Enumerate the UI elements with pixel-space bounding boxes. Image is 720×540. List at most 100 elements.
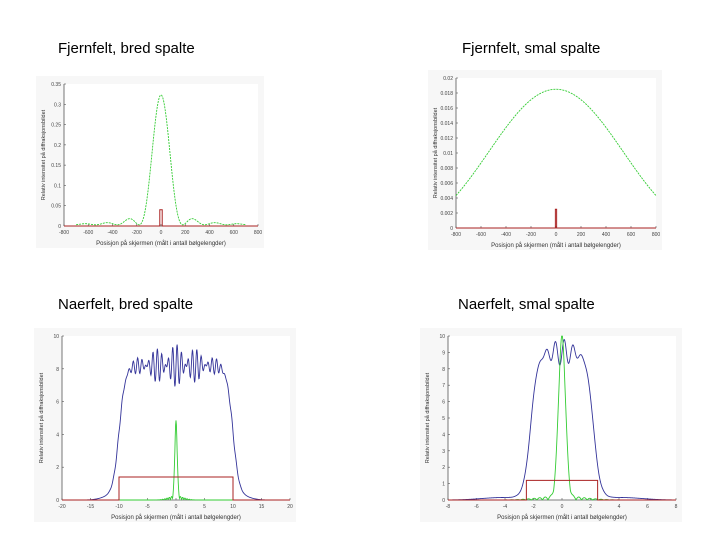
y-tick-label: 0.15 [51, 163, 61, 169]
y-axis-label: Relativ intensitet på diffraksjonsbildet [40, 109, 47, 200]
y-tick-label: 0.006 [440, 181, 453, 187]
x-tick-label: -10 [115, 504, 122, 510]
x-tick-label: -200 [526, 232, 536, 238]
chart-svg: -800 -600 -400 -200 0 200 400 600 800 0 0.002 0.004… [432, 76, 661, 249]
x-tick-label: -600 [83, 230, 93, 236]
y-tick-label: 7 [442, 383, 445, 389]
y-tick-label: 0.02 [443, 76, 453, 82]
chart-svg: -8 -6 -4 -2 0 2 4 6 8 0 1 2 3 4 5 6 7 8 9 10 Posisjon på skj… [424, 334, 678, 521]
x-tick-label: -600 [476, 232, 486, 238]
slit-aperture-line [456, 208, 656, 229]
y-tick-label: 0 [58, 224, 61, 230]
y-tick-label: 0.018 [440, 91, 453, 97]
x-tick-label: 0 [561, 504, 564, 510]
x-tick-label: 600 [627, 232, 636, 238]
y-tick-label: 0.008 [440, 166, 453, 172]
x-tick-label: 0 [160, 230, 163, 236]
chart-svg: -800 -600 -400 -200 0 200 400 600 800 0 0.05 0.1 0.1… [40, 82, 263, 247]
title-far-wide: Fjernfelt, bred spalte [58, 40, 195, 57]
slit-aperture-line [448, 479, 676, 501]
x-tick-label: 4 [618, 504, 621, 510]
x-tick-label: -4 [503, 504, 508, 510]
y-tick-label: 0 [56, 498, 59, 504]
chart-near-narrow: -8 -6 -4 -2 0 2 4 6 8 0 1 2 3 4 5 6 7 8 9 10 Posisjon på skj… [420, 328, 682, 522]
x-tick-label: 8 [675, 504, 678, 510]
chart-near-wide: -20 -15 -10 -5 0 5 10 15 20 0 2 4 6 8 10 Posisjon på sk… [34, 328, 296, 522]
y-tick-label: 4 [56, 432, 59, 438]
y-tick-label: 3 [442, 449, 445, 455]
title-far-narrow: Fjernfelt, smal spalte [462, 40, 601, 57]
plot-area [64, 84, 258, 226]
y-axis-label: Relativ intensitet på diffraksjonsbildet [424, 372, 431, 463]
y-tick-label: 0.35 [51, 82, 61, 88]
x-tick-label: -800 [451, 232, 461, 238]
x-tick-label: 10 [230, 504, 236, 510]
y-tick-label: 6 [56, 400, 59, 406]
x-tick-label: 20 [287, 504, 293, 510]
x-tick-label: 200 [181, 230, 190, 236]
x-tick-label: -400 [107, 230, 117, 236]
y-tick-label: 0.012 [440, 136, 453, 142]
y-tick-label: 8 [56, 367, 59, 373]
plot-area [448, 336, 676, 500]
x-tick-label: 800 [254, 230, 263, 236]
y-tick-label: 10 [439, 334, 445, 340]
x-tick-label: -200 [132, 230, 142, 236]
y-tick-label: 10 [53, 334, 59, 340]
x-tick-label: -20 [58, 504, 65, 510]
x-tick-label: -5 [145, 504, 150, 510]
x-axis-label: Posisjon på skjermen (målt i antall bølg… [96, 240, 226, 247]
chart-svg: -20 -15 -10 -5 0 5 10 15 20 0 2 4 6 8 10 Posisjon på sk… [38, 334, 293, 521]
title-near-narrow: Naerfelt, smal spalte [458, 296, 595, 313]
y-tick-label: 8 [442, 367, 445, 373]
y-tick-label: 4 [442, 432, 445, 438]
y-tick-label: 0.1 [54, 183, 61, 189]
slit-aperture-line [64, 209, 258, 227]
x-tick-label: -6 [474, 504, 479, 510]
x-tick-label: -2 [531, 504, 536, 510]
slit-aperture-line [62, 476, 290, 501]
x-tick-label: 200 [577, 232, 586, 238]
x-tick-label: -400 [501, 232, 511, 238]
y-tick-label: 0.2 [54, 143, 61, 149]
y-tick-label: 0.05 [51, 204, 61, 210]
x-tick-label: -15 [87, 504, 94, 510]
x-tick-label: 0 [555, 232, 558, 238]
x-tick-label: 6 [646, 504, 649, 510]
blue-intensity-curve [62, 344, 290, 501]
blue-intensity-curve [448, 338, 676, 501]
y-tick-label: 0.002 [440, 211, 453, 217]
y-tick-label: 5 [442, 416, 445, 422]
y-tick-label: 0.3 [54, 102, 61, 108]
y-tick-label: 0.016 [440, 106, 453, 112]
x-tick-label: 800 [652, 232, 661, 238]
x-axis-label: Posisjon på skjermen (målt i antall bølg… [491, 242, 621, 249]
y-tick-label: 6 [442, 400, 445, 406]
x-axis-label: Posisjon på skjermen (målt i antall bølg… [111, 514, 241, 521]
x-axis-label: Posisjon på skjermen (målt i antall bølg… [497, 514, 627, 521]
y-tick-label: 0.01 [443, 151, 453, 157]
y-tick-label: 0 [450, 226, 453, 232]
x-tick-label: 0 [175, 504, 178, 510]
x-tick-label: 2 [589, 504, 592, 510]
plot-area [456, 78, 656, 228]
x-tick-label: 400 [205, 230, 214, 236]
y-tick-label: 2 [56, 465, 59, 471]
y-tick-label: 9 [442, 350, 445, 356]
chart-far-narrow: -800 -600 -400 -200 0 200 400 600 800 0 0.002 0.004… [428, 70, 662, 250]
y-tick-label: 0.004 [440, 196, 453, 202]
y-axis-label: Relativ intensitet på diffraksjonsbildet [38, 372, 45, 463]
y-axis-label: Relativ intensitet på diffraksjonsbildet [432, 107, 439, 198]
x-tick-label: -8 [446, 504, 451, 510]
green-intensity-curve [76, 94, 246, 226]
y-tick-label: 1 [442, 482, 445, 488]
x-tick-label: 600 [230, 230, 239, 236]
x-tick-label: 5 [203, 504, 206, 510]
y-tick-label: 2 [442, 465, 445, 471]
y-tick-label: 0 [442, 498, 445, 504]
y-tick-label: 0.014 [440, 121, 453, 127]
y-tick-label: 0.25 [51, 123, 61, 129]
x-tick-label: -800 [59, 230, 69, 236]
title-near-wide: Naerfelt, bred spalte [58, 296, 194, 313]
green-intensity-curve [455, 88, 657, 196]
